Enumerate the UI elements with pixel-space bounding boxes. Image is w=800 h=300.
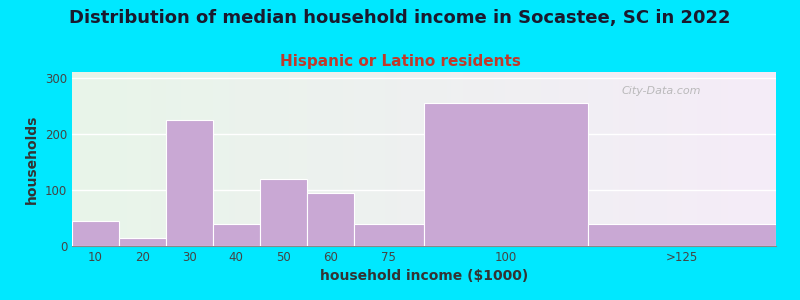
Bar: [72, 221, 119, 246]
Bar: [166, 120, 213, 246]
Bar: [213, 224, 260, 246]
Bar: [354, 224, 424, 246]
Y-axis label: households: households: [26, 114, 39, 204]
Text: Hispanic or Latino residents: Hispanic or Latino residents: [279, 54, 521, 69]
Bar: [119, 238, 166, 246]
Bar: [588, 224, 776, 246]
Bar: [306, 193, 354, 246]
X-axis label: household income ($1000): household income ($1000): [320, 269, 528, 284]
Text: City-Data.com: City-Data.com: [621, 86, 701, 96]
Bar: [260, 178, 306, 246]
Text: Distribution of median household income in Socastee, SC in 2022: Distribution of median household income …: [70, 9, 730, 27]
Bar: [424, 103, 588, 246]
